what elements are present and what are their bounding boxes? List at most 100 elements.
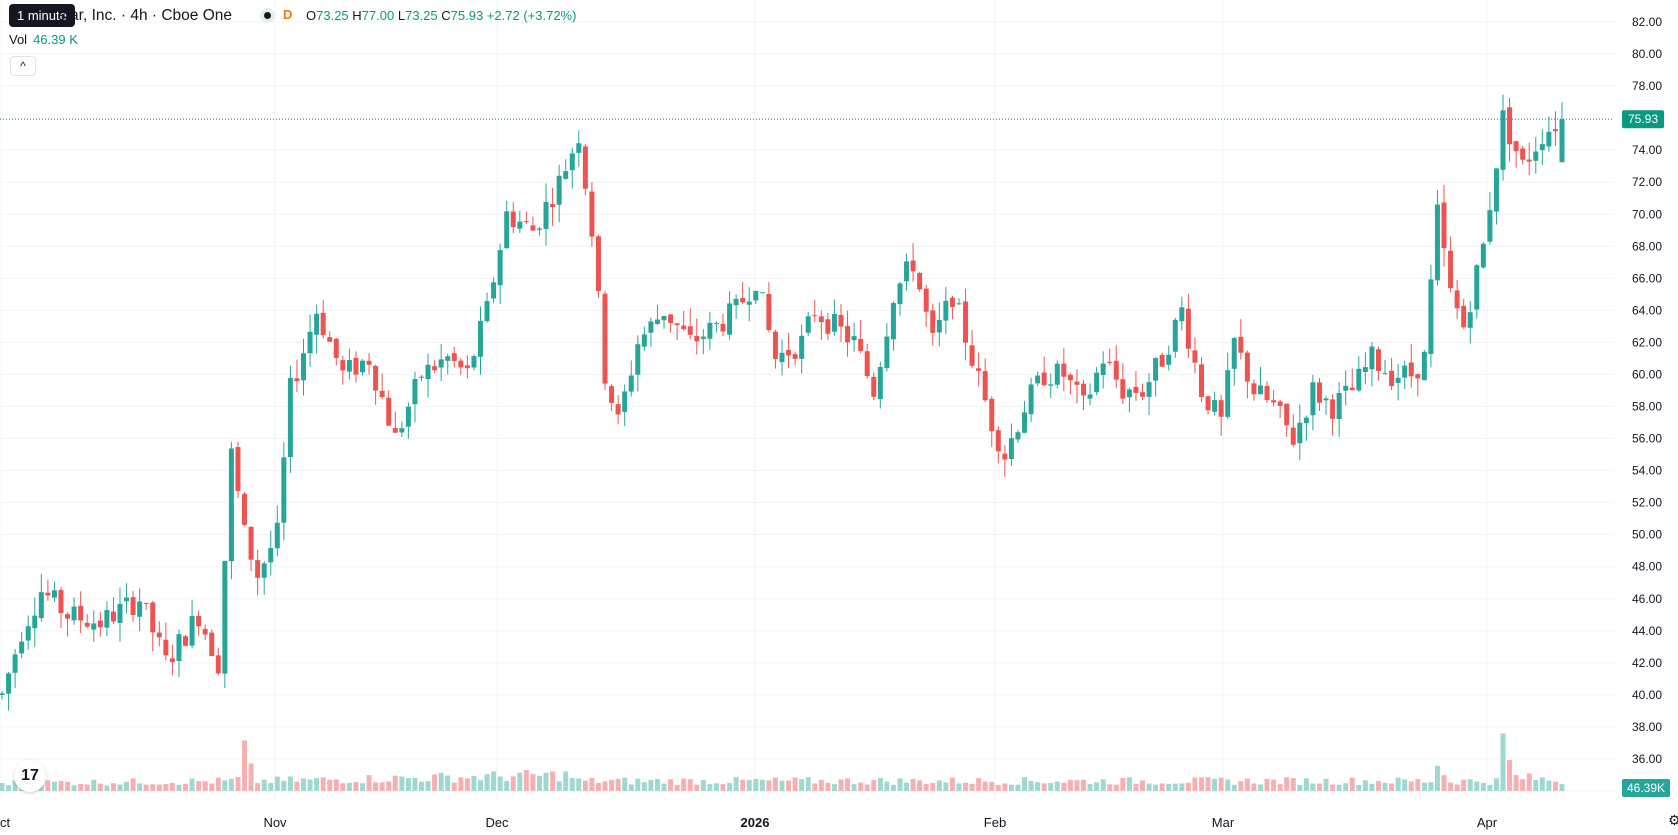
- volume-bar: [576, 778, 582, 791]
- candle-body: [1441, 202, 1447, 249]
- candle-body: [1225, 370, 1231, 417]
- candle-body: [694, 336, 700, 342]
- candle-body: [1067, 374, 1073, 381]
- candle-body: [333, 338, 339, 359]
- gear-icon[interactable]: ⚙: [1668, 812, 1678, 828]
- candle-body: [163, 639, 169, 656]
- candle-body: [1028, 384, 1034, 415]
- volume-bar: [595, 783, 601, 791]
- volume-bar: [1054, 781, 1060, 791]
- volume-bar: [268, 783, 274, 791]
- volume-bar: [1533, 779, 1539, 791]
- candle-body: [1100, 363, 1106, 375]
- volume-bar: [1421, 782, 1427, 791]
- candle-body: [222, 560, 228, 674]
- volume-bar: [963, 782, 969, 791]
- candle-body: [1140, 392, 1146, 397]
- volume-bar: [327, 779, 333, 791]
- price-axis-label: 38.00: [1632, 720, 1662, 734]
- volume-bar: [1375, 781, 1381, 791]
- candle-body: [1074, 381, 1080, 385]
- candle-body: [838, 314, 844, 327]
- volume-bar: [543, 772, 549, 791]
- chevron-up-icon[interactable]: ^: [10, 56, 36, 76]
- candle-body: [917, 272, 923, 290]
- price-axis-label: 56.00: [1632, 432, 1662, 446]
- candle-body: [818, 316, 824, 323]
- volume-bar: [753, 779, 759, 791]
- candle-body: [1421, 351, 1427, 381]
- candle-body: [320, 312, 326, 336]
- volume-bar: [1172, 783, 1178, 791]
- volume-bar: [196, 781, 202, 791]
- price-axis-label: 66.00: [1632, 271, 1662, 285]
- volume-bar: [1271, 779, 1277, 791]
- high-label: H: [352, 8, 362, 23]
- candle-body: [189, 615, 195, 646]
- candle-body: [1290, 427, 1296, 445]
- volume-bar: [110, 783, 116, 791]
- candle-body: [661, 315, 667, 321]
- volume-bar: [176, 784, 182, 791]
- volume-bar: [1179, 783, 1185, 791]
- volume-bar: [687, 779, 693, 791]
- volume-bar: [1448, 782, 1454, 791]
- symbol-title[interactable]: star, Inc. · 4h · Cboe One: [58, 7, 233, 24]
- volume-bar: [1402, 779, 1408, 791]
- volume-label: Vol: [9, 32, 28, 47]
- volume-bar: [707, 784, 713, 791]
- candle-body: [1467, 312, 1473, 328]
- candle-body: [248, 526, 254, 560]
- volume-bar: [0, 782, 5, 791]
- candle-body: [956, 303, 962, 305]
- candle-body: [169, 658, 175, 663]
- volume-bar: [314, 778, 320, 791]
- volume-bar: [445, 775, 451, 791]
- volume-bar: [274, 776, 280, 791]
- candle-body: [150, 602, 156, 633]
- candle-body: [766, 294, 772, 331]
- volume-bar: [458, 777, 464, 791]
- time-axis-label: Apr: [1477, 815, 1498, 830]
- candle-body: [1480, 243, 1486, 268]
- volume-bar: [917, 780, 923, 791]
- close-value: 75.93: [450, 8, 484, 23]
- volume-bar: [1081, 779, 1087, 791]
- candle-body: [287, 377, 293, 458]
- tradingview-logo-icon[interactable]: 17: [14, 760, 46, 792]
- market-status-icon[interactable]: [260, 8, 275, 23]
- volume-bar: [340, 783, 346, 791]
- volume-bar: [1140, 780, 1146, 791]
- candle-body: [1395, 377, 1401, 383]
- candle-body: [517, 221, 523, 229]
- volume-bar: [379, 782, 385, 791]
- volume-bar: [1356, 784, 1362, 791]
- candle-body: [1474, 265, 1480, 310]
- data-status-badge[interactable]: D: [283, 7, 293, 22]
- current-volume-label: 46.39K: [1627, 781, 1665, 795]
- volume-bar: [1513, 775, 1519, 791]
- volume-bar: [1251, 783, 1257, 791]
- candle-body: [805, 316, 811, 333]
- high-value: 77.00: [361, 8, 395, 23]
- candle-body: [1415, 374, 1421, 379]
- volume-bar: [799, 779, 805, 791]
- candle-body: [183, 636, 189, 646]
- volume-bar: [897, 778, 903, 791]
- volume-bar: [1166, 783, 1172, 791]
- candle-body: [1493, 168, 1499, 212]
- candle-body: [1369, 346, 1375, 370]
- candle-body: [1120, 379, 1126, 399]
- candle-body: [641, 334, 647, 347]
- volume-bar: [1113, 784, 1119, 791]
- volume-bar: [668, 779, 674, 791]
- volume-bar: [294, 781, 300, 791]
- volume-bar: [805, 777, 811, 791]
- volume-bar: [812, 783, 818, 791]
- candle-body: [858, 339, 864, 352]
- volume-bar: [1087, 784, 1093, 791]
- candle-body: [1323, 398, 1329, 401]
- candle-body: [1087, 394, 1093, 399]
- volume-bar: [1231, 784, 1237, 791]
